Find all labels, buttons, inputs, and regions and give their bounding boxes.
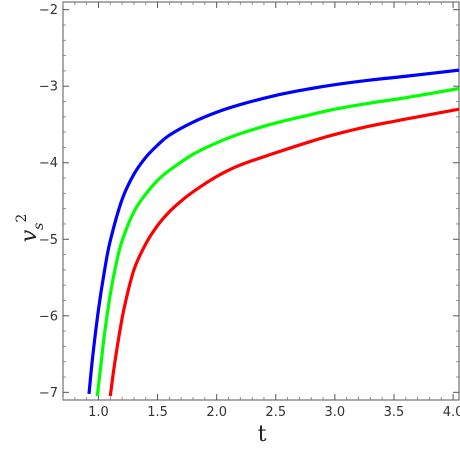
x-tick-label: 2.0	[206, 405, 227, 420]
series-line-2	[95, 86, 460, 397]
major-ticks	[63, 2, 459, 400]
y-tick-label: −7	[39, 386, 58, 401]
y-tick-labels: −2 −3 −4 −5 −6 −7	[39, 3, 58, 401]
plot-frame	[62, 1, 460, 401]
y-tick-label: −2	[39, 3, 58, 18]
series-layer	[87, 68, 460, 397]
y-axis-title-superscript: 2	[14, 214, 30, 223]
x-axis-title: t	[258, 422, 267, 447]
x-tick-label: 3.5	[384, 405, 405, 420]
y-tick-label: −3	[39, 80, 58, 95]
y-axis-title-subscript: s	[31, 223, 47, 230]
series-line-1	[87, 68, 460, 395]
svg-text:vs2: vs2	[14, 214, 47, 243]
x-tick-label: 2.5	[265, 405, 286, 420]
series-line-3	[108, 107, 460, 397]
y-tick-label: −6	[39, 309, 58, 324]
x-tick-label: 1.0	[88, 405, 109, 420]
y-tick-label: −4	[39, 156, 58, 171]
minor-ticks	[62, 2, 459, 400]
y-tick-label: −5	[39, 233, 58, 248]
x-tick-label: 3.0	[325, 405, 346, 420]
y-axis-title: vs2	[14, 214, 47, 243]
x-tick-label: 4.0	[443, 405, 460, 420]
y-axis-title-main: v	[17, 229, 42, 242]
x-tick-label: 1.5	[147, 405, 168, 420]
x-tick-labels: 1.0 1.5 2.0 2.5 3.0 3.5 4.0	[88, 405, 460, 420]
